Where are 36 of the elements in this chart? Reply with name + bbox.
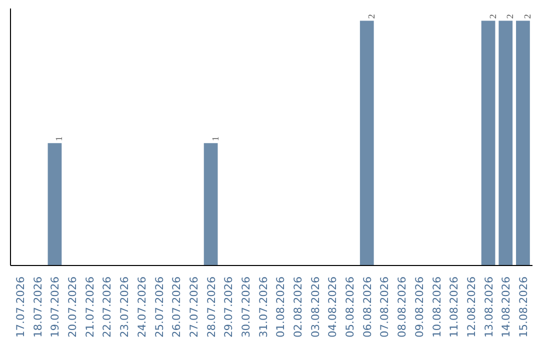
x-tick-label: 21.07.2026 <box>83 276 96 338</box>
x-tick-label: 31.07.2026 <box>256 276 270 338</box>
x-tick-label: 28.07.2026 <box>204 276 218 338</box>
data-label: 2 <box>367 14 378 19</box>
x-tick-label: 22.07.2026 <box>100 276 114 338</box>
x-tick-label: 03.08.2026 <box>308 276 322 338</box>
x-tick-label: 25.07.2026 <box>152 276 166 338</box>
x-tick-label: 24.07.2026 <box>135 276 148 338</box>
x-tick-label: 05.08.2026 <box>344 276 357 338</box>
data-label: 1 <box>55 136 66 142</box>
x-tick-label: 02.08.2026 <box>292 276 305 338</box>
x-tick-label: 18.07.2026 <box>31 276 44 338</box>
x-tick-label: 26.07.2026 <box>170 276 184 338</box>
x-tick-label: 15.08.2026 <box>516 276 530 338</box>
x-tick-label: 12.08.2026 <box>464 276 478 338</box>
x-tick-label: 04.08.2026 <box>326 276 340 338</box>
x-tick-label: 27.07.2026 <box>187 276 200 338</box>
x-tick-label: 06.08.2026 <box>360 276 374 338</box>
x-tick-label: 11.08.2026 <box>448 276 461 338</box>
data-label: 2 <box>523 14 534 19</box>
x-tick-label: 14.08.2026 <box>500 276 513 338</box>
data-label: 1 <box>211 136 222 142</box>
x-tick-label: 10.08.2026 <box>430 276 444 338</box>
x-tick-label: 19.07.2026 <box>48 276 62 338</box>
x-tick-label: 09.08.2026 <box>412 276 426 338</box>
x-tick-label: 01.08.2026 <box>274 276 288 338</box>
data-label: 2 <box>506 14 516 19</box>
x-tick-label: 23.07.2026 <box>118 276 132 338</box>
x-tick-label: 30.07.2026 <box>239 276 252 338</box>
x-tick-label: 13.08.2026 <box>482 276 496 338</box>
x-tick-label: 20.07.2026 <box>66 276 80 338</box>
data-label: 2 <box>488 14 499 19</box>
x-tick-label: 08.08.2026 <box>396 276 409 338</box>
x-tick-label: 29.07.2026 <box>222 276 236 338</box>
x-tick-label: 07.08.2026 <box>378 276 392 338</box>
x-tick-label: 17.07.2026 <box>14 276 28 338</box>
